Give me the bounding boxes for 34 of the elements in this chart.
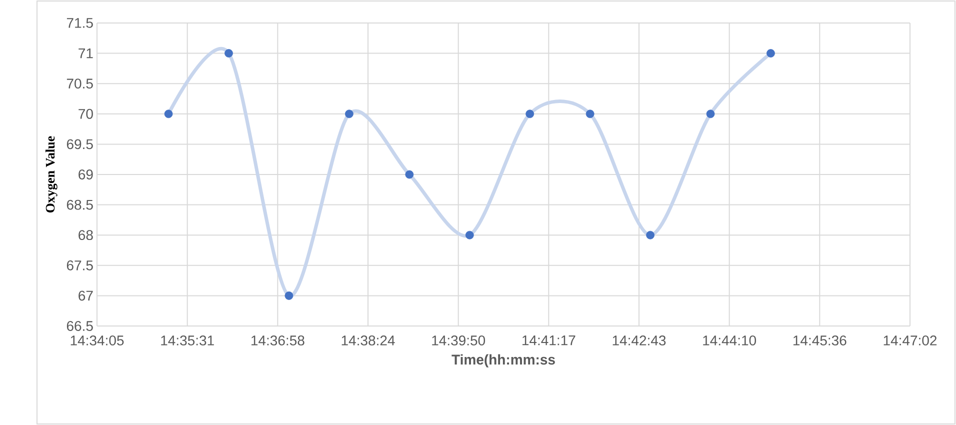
x-tick-label: 14:42:43 [612, 336, 666, 346]
y-tick-label: 70 [78, 108, 93, 119]
x-tick-label: 14:45:36 [793, 336, 846, 346]
point [224, 49, 233, 58]
point [586, 110, 594, 118]
y-axis-title: Oxygen Value [45, 136, 58, 212]
point [465, 230, 474, 240]
point [284, 291, 294, 300]
x-tick-label: 14:44:10 [703, 336, 756, 346]
x-axis-title: Time(hh:mm:ss [452, 354, 555, 368]
y-tick-label: 67.5 [66, 260, 93, 270]
point [405, 170, 414, 179]
point [646, 230, 654, 240]
y-tick-label: 71.5 [66, 18, 93, 28]
point [164, 110, 173, 118]
x-tick-label: 14:36:58 [251, 336, 304, 346]
x-tick-label: 14:47:02 [884, 336, 937, 346]
y-tick-label: 67 [78, 290, 93, 301]
x-tick-label: 14:39:50 [432, 336, 486, 346]
y-tick-label: 69.5 [66, 139, 93, 150]
x-tick-label: 14:41:17 [522, 336, 576, 346]
x-tick-label: 14:34:05 [70, 336, 124, 346]
y-tick-label: 68 [78, 230, 93, 240]
point [706, 110, 715, 118]
x-tick-label: 14:35:31 [161, 336, 214, 346]
point [766, 49, 775, 58]
y-tick-label: 69 [78, 170, 93, 180]
point [344, 110, 354, 118]
y-tick-label: 66.5 [66, 321, 93, 331]
x-tick-label: 14:38:24 [342, 336, 395, 346]
y-tick-label: 68.5 [66, 200, 93, 210]
y-tick-label: 70.5 [66, 78, 93, 89]
y-tick-label: 71 [78, 48, 93, 58]
point [526, 110, 534, 118]
